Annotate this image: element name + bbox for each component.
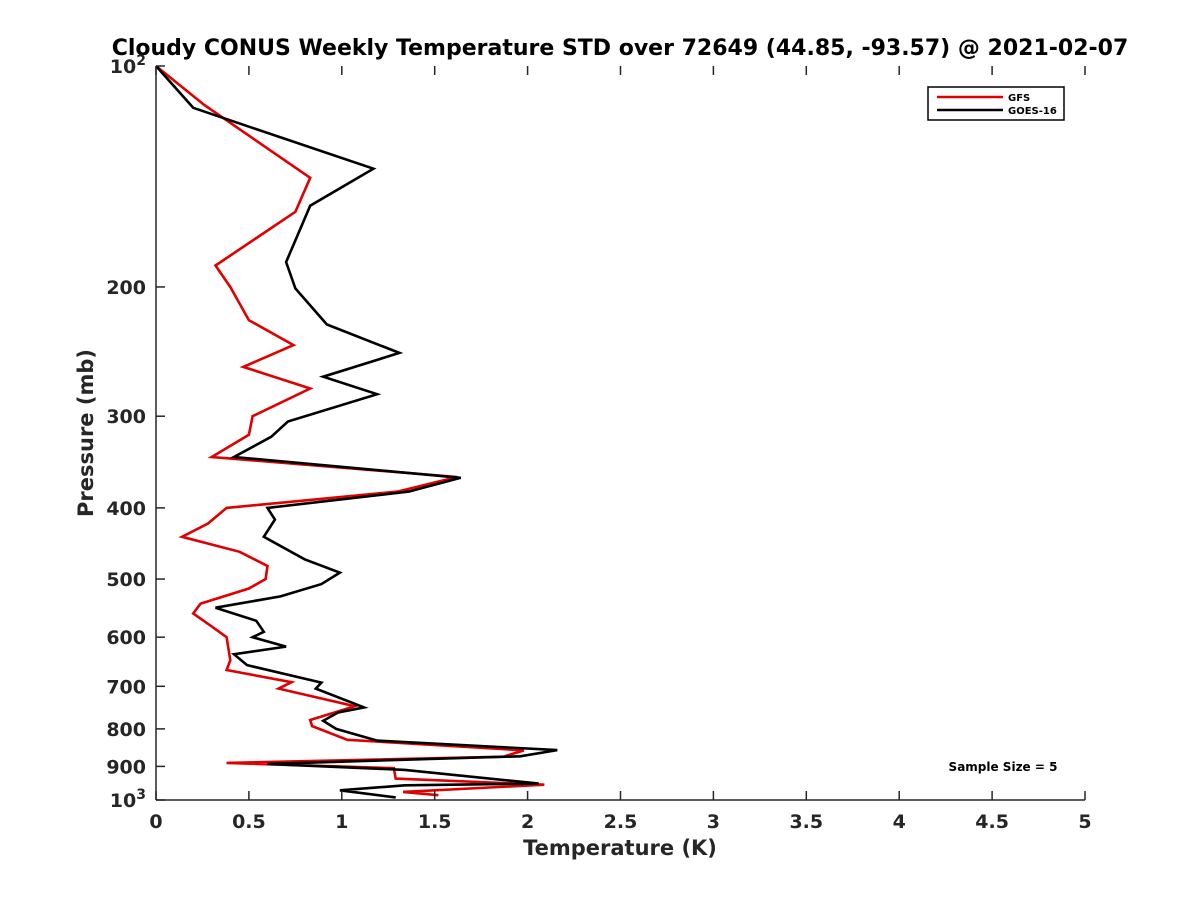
y-tick-label: 102 [110,53,146,78]
sample-size-annotation: Sample Size = 5 [949,760,1058,774]
y-tick-label: 500 [106,569,146,591]
legend-box [927,86,1065,121]
y-tick-label: 600 [106,627,146,649]
y-tick-label: 300 [106,406,146,428]
x-tick-label: 0 [149,811,162,833]
y-tick-label: 700 [106,676,146,698]
y-ticks: 102 200 300 400 500 600 700 800 900 103 [106,53,165,812]
legend-label-gfs: GFS [1008,93,1030,104]
series-line-gfs [155,64,545,797]
x-axis-label: Temperature (K) [523,836,717,860]
x-ticks: 0 0.5 1 1.5 2 2.5 3 3.5 4 4.5 5 [149,66,1092,833]
y-axis-label: Pressure (mb) [74,349,98,517]
plot-area [156,66,1085,800]
x-tick-label: 3.5 [789,811,823,833]
x-tick-label: 2 [521,811,534,833]
y-tick-label: 200 [106,277,146,299]
chart-title: Cloudy CONUS Weekly Temperature STD over… [112,36,1129,61]
series-line-goes16 [155,65,558,799]
x-tick-label: 5 [1078,811,1091,833]
x-tick-label: 4.5 [975,811,1009,833]
y-tick-label: 400 [106,498,146,520]
x-tick-label: 3 [707,811,720,833]
legend: GFS GOES-16 [927,86,1065,121]
x-tick-label: 2.5 [604,811,638,833]
x-tick-label: 1.5 [418,811,452,833]
y-tick-label: 800 [106,719,146,741]
x-tick-label: 4 [893,811,906,833]
series-layer [155,64,558,799]
legend-label-goes16: GOES-16 [1008,106,1057,117]
y-tick-label: 900 [106,756,146,778]
y-tick-label: 103 [110,787,146,812]
x-tick-label: 1 [335,811,348,833]
x-tick-label: 0.5 [232,811,266,833]
